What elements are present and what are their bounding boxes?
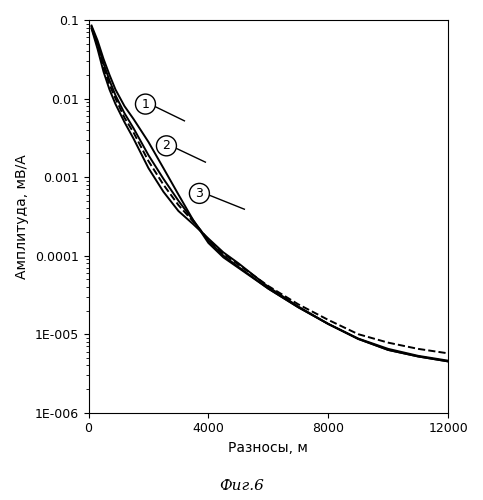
X-axis label: Разносы, м: Разносы, м xyxy=(228,441,308,455)
Y-axis label: Амплитуда, мВ/А: Амплитуда, мВ/А xyxy=(15,154,29,278)
Text: 2: 2 xyxy=(162,140,170,152)
Text: 3: 3 xyxy=(196,187,203,200)
Text: Фиг.6: Фиг.6 xyxy=(219,479,264,493)
Text: 1: 1 xyxy=(142,98,149,110)
